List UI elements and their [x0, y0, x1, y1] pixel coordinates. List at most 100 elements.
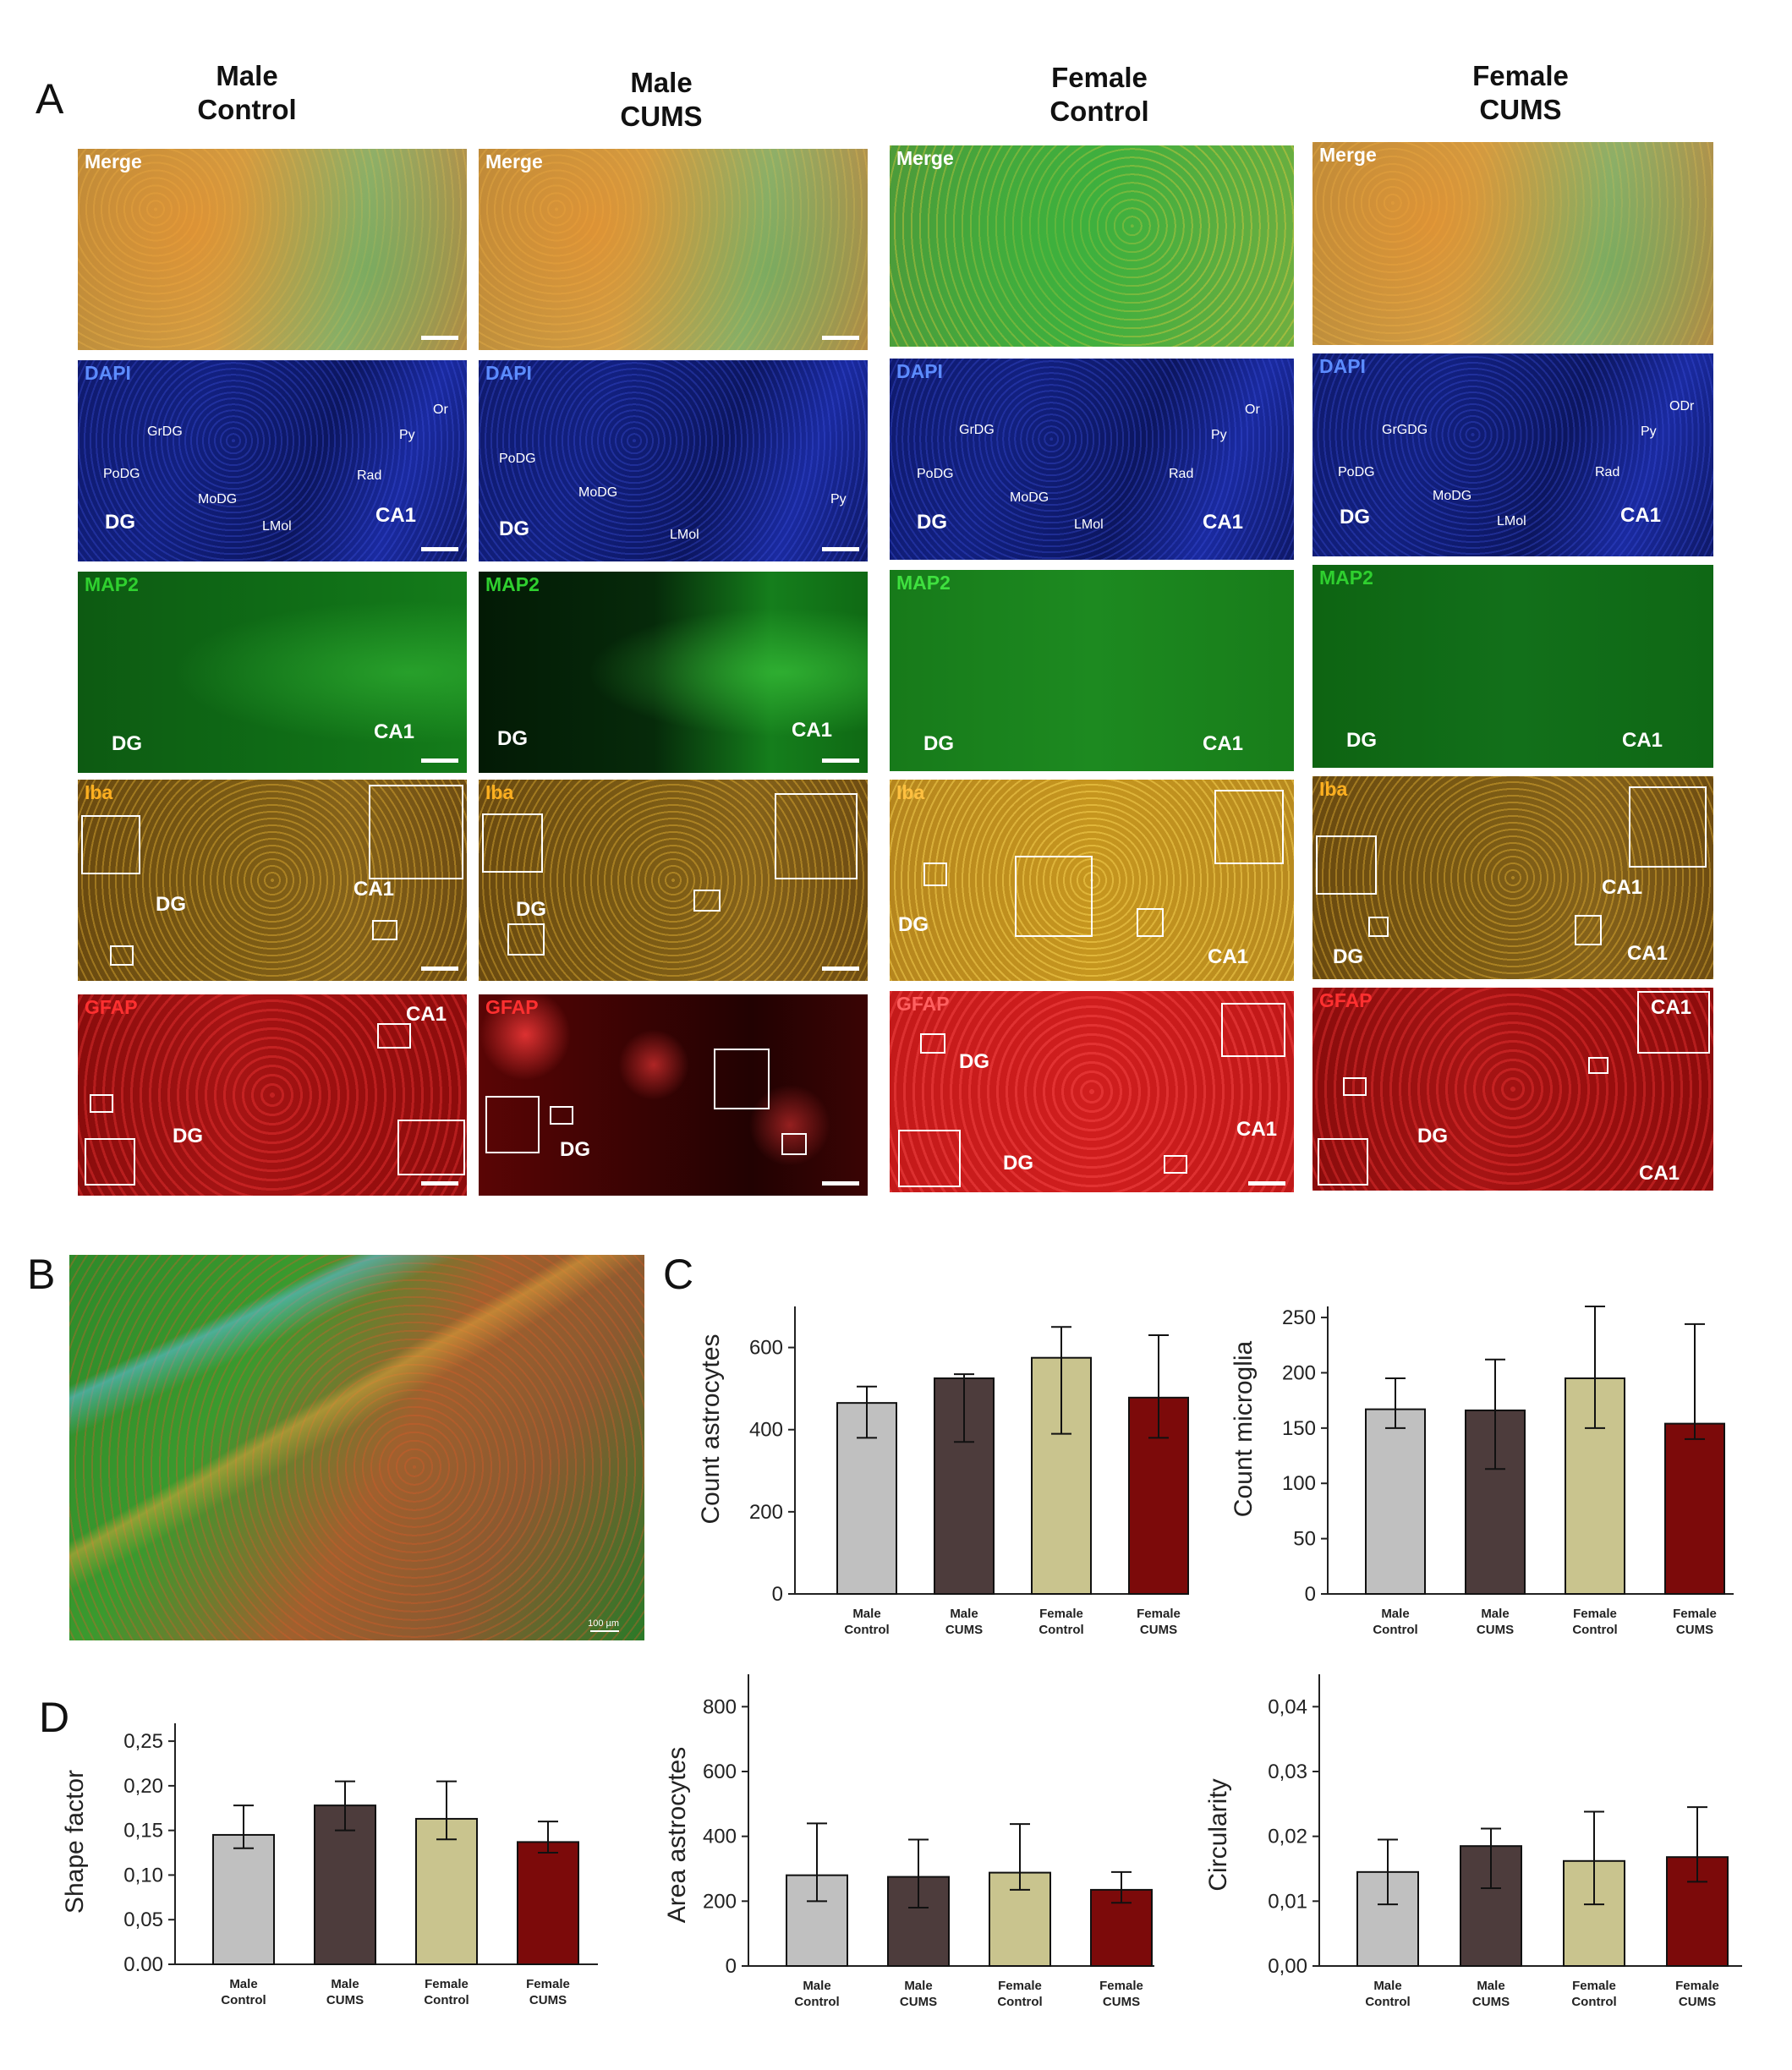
inset-box	[397, 1120, 465, 1175]
region-label: DG	[499, 518, 529, 540]
x-tick-label: Male Control	[1365, 1979, 1410, 2009]
x-tick-label: Male Control	[794, 1979, 839, 2009]
region-label: LMol	[670, 528, 699, 542]
inset-box	[1015, 856, 1093, 937]
inset-box	[898, 1130, 961, 1187]
bar	[314, 1804, 376, 1965]
row-label-iba: Iba	[1319, 778, 1348, 800]
column-head-male-cums: Male CUMS	[509, 66, 814, 134]
region-label: Or	[1245, 402, 1260, 417]
dapi-image-male-control: DAPI GrDG PoDG MoDG LMol Rad Py Or DG CA…	[78, 360, 467, 561]
column-head-line1: Male	[630, 67, 693, 98]
bar	[517, 1841, 579, 1965]
column-head-line2: Control	[1049, 96, 1149, 127]
region-label: ODr	[1669, 399, 1695, 413]
region-label: DG	[917, 511, 947, 534]
region-label: Rad	[1169, 467, 1194, 481]
y-tick-label: 200	[749, 1501, 783, 1524]
y-tick-label: 0,01	[1268, 1890, 1307, 1913]
region-label: PoDG	[1338, 465, 1375, 479]
inset-box	[81, 815, 140, 874]
column-head-line2: CUMS	[1479, 94, 1562, 125]
y-tick-label: 800	[703, 1695, 737, 1718]
y-tick-label: 0,15	[123, 1820, 163, 1843]
region-label: CA1	[1651, 996, 1692, 1019]
row-label-iba: Iba	[85, 781, 113, 803]
region-label: Py	[830, 492, 847, 507]
region-label: Or	[433, 402, 448, 417]
region-label: CA1	[406, 1003, 447, 1026]
row-label-map2: MAP2	[1319, 567, 1373, 589]
region-label: DG	[1003, 1152, 1033, 1175]
inset-box	[1318, 1138, 1368, 1186]
inset-box	[110, 945, 134, 966]
x-tick-label: Female CUMS	[1673, 1607, 1717, 1637]
column-head-line1: Male	[216, 60, 278, 91]
row-label-map2: MAP2	[485, 573, 540, 595]
dapi-image-female-control: DAPI GrDG PoDG MoDG LMol Rad Py Or DG CA…	[890, 359, 1294, 560]
y-axis-label: Count astrocytes	[697, 1333, 725, 1524]
row-label-dapi: DAPI	[896, 360, 943, 382]
x-tick-label: Female Control	[1572, 1607, 1617, 1637]
panel-letter-b: B	[27, 1251, 56, 1298]
panel-letter-c: C	[663, 1251, 694, 1298]
y-tick-label: 600	[703, 1761, 737, 1783]
region-label: DG	[560, 1138, 590, 1161]
scale-bar-label: 100 µm	[588, 1618, 619, 1629]
y-tick-label: 600	[749, 1337, 783, 1360]
y-tick-label: 400	[703, 1826, 737, 1848]
region-label: LMol	[1497, 514, 1526, 528]
inset-box	[372, 920, 397, 940]
region-label: CA1	[1203, 511, 1244, 534]
bar	[212, 1833, 275, 1965]
y-tick-label: 400	[749, 1419, 783, 1442]
region-label: GrDG	[959, 423, 995, 437]
region-label: DG	[516, 898, 546, 921]
panel-b-overview-image: 100 µm	[69, 1255, 644, 1640]
bar	[1666, 1856, 1729, 1967]
y-tick-label: 150	[1282, 1417, 1316, 1440]
x-tick-label: Female Control	[1571, 1979, 1616, 2009]
y-tick-label: 200	[703, 1890, 737, 1913]
scale-bar	[421, 1181, 458, 1186]
y-axis-label: Circularity	[1204, 1778, 1232, 1891]
inset-box	[1343, 1077, 1367, 1096]
chart-circularity: 0,00 0,01 0,02 0,03 0,04 Circularity Male Contr…	[1204, 1674, 1742, 2009]
x-tick-label: Male Control	[1373, 1607, 1417, 1637]
row-label-map2: MAP2	[896, 572, 951, 594]
y-tick-label: 0,25	[123, 1730, 163, 1753]
inset-box	[923, 862, 947, 886]
x-tick-label: Male Control	[221, 1977, 266, 2007]
row-label-merge: Merge	[485, 151, 543, 172]
region-label: CA1	[374, 720, 415, 743]
column-head-male-control: Male Control	[95, 59, 399, 127]
row-label-merge: Merge	[85, 151, 142, 172]
inset-box	[781, 1133, 807, 1155]
row-label-merge: Merge	[896, 147, 954, 169]
inset-box	[507, 923, 545, 956]
region-label: DG	[959, 1050, 989, 1073]
x-tick-label: Female CUMS	[1137, 1607, 1181, 1637]
region-label: DG	[898, 913, 929, 936]
chart-microglia-count: 0 50 100 150 200 250 Count microglia Male Contro…	[1230, 1306, 1734, 1637]
x-tick-label: Male CUMS	[1477, 1607, 1514, 1637]
region-label: Rad	[357, 468, 382, 483]
region-label: DG	[105, 511, 135, 534]
region-label: PoDG	[917, 467, 954, 481]
merge-image-female-control: Merge	[890, 145, 1294, 347]
row-label-iba: Iba	[896, 781, 925, 803]
map2-image-female-control: MAP2 DG CA1	[890, 570, 1294, 771]
scale-bar	[590, 1630, 619, 1632]
region-label: DG	[173, 1125, 203, 1147]
y-axis-label: Count microglia	[1230, 1340, 1258, 1517]
inset-box	[1637, 991, 1710, 1054]
region-label: CA1	[1620, 504, 1662, 527]
region-label: CA1	[1622, 729, 1663, 752]
y-tick-label: 0	[726, 1955, 737, 1978]
inset-box	[920, 1033, 945, 1054]
iba-image-male-cums: Iba DG	[479, 780, 868, 981]
y-tick-label: 0,10	[123, 1864, 163, 1887]
region-label: PoDG	[499, 452, 536, 466]
inset-box	[485, 1096, 540, 1153]
y-tick-label: 0,04	[1268, 1695, 1307, 1718]
